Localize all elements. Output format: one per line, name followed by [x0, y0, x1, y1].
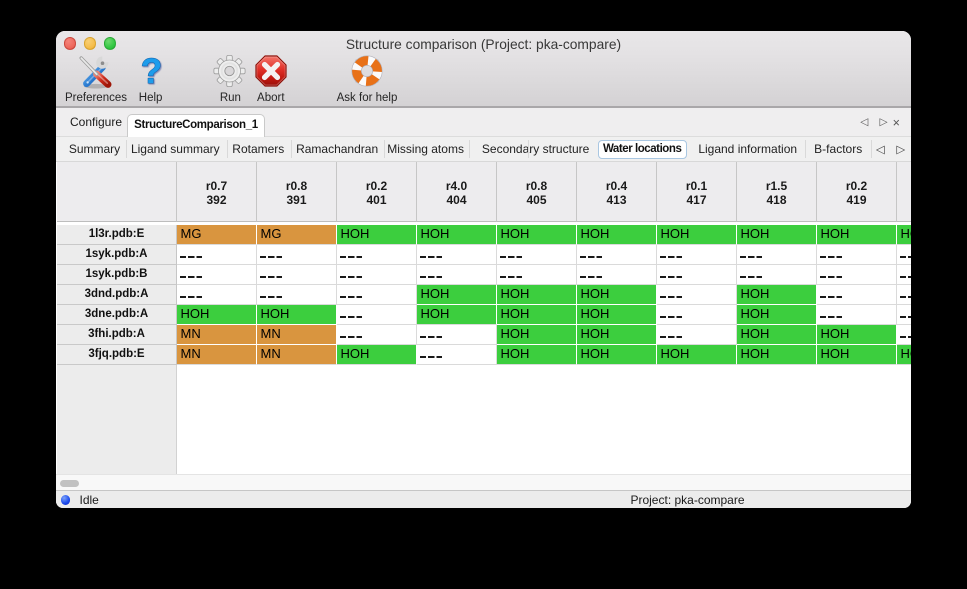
svg-text:?: ?	[140, 54, 161, 90]
